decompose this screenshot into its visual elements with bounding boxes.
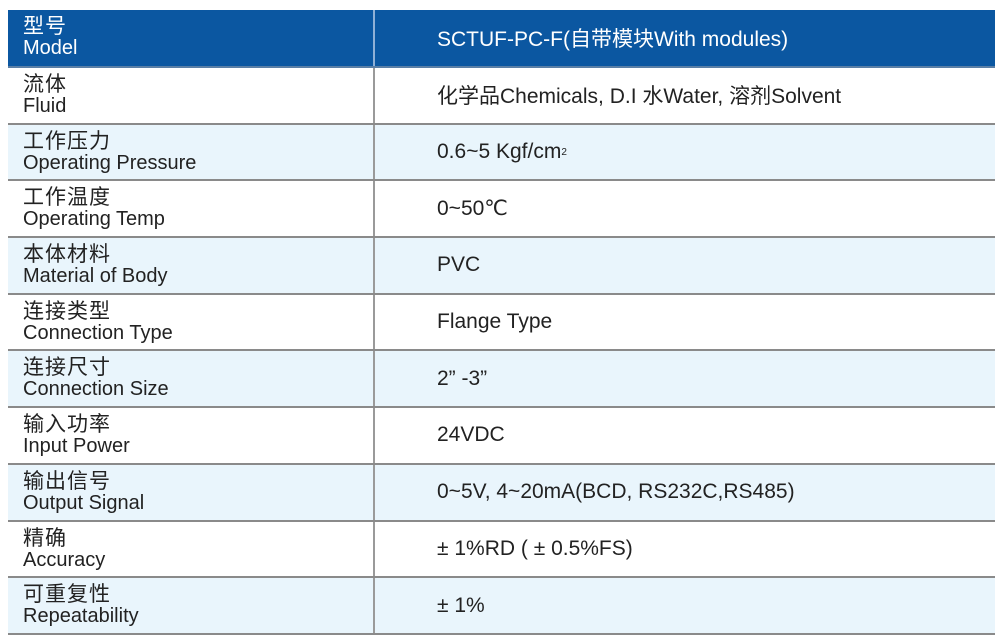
row-value: 2” -3” [375,351,995,406]
row-value: ± 1%RD ( ± 0.5%FS) [375,522,995,577]
value-text: 2” -3” [437,366,488,390]
label-en: Connection Size [23,378,169,401]
table-row: 连接类型 Connection Type Flange Type [8,294,995,352]
header-value: SCTUF-PC-F(自带模块With modules) [437,28,789,51]
table-row: 工作压力 Operating Pressure 0.6~5 Kgf/cm 2 [8,124,995,182]
label-cn: 连接尺寸 [23,356,111,380]
label-en: Output Signal [23,491,145,514]
label-en: Operating Pressure [23,151,197,174]
label-en: Input Power [23,435,130,458]
row-value: PVC [375,238,995,293]
label-cn: 流体 [23,73,67,96]
label-en: Accuracy [23,548,106,571]
row-value: 24VDC [375,408,995,463]
row-label: 可重复性 Repeatability [8,578,375,633]
label-cn: 工作温度 [23,186,111,210]
label-cn: 可重复性 [23,583,111,607]
label-en: Fluid [23,95,67,117]
row-value: ± 1% [375,578,995,633]
label-en: Model [23,37,78,59]
table-header-row: 型号 Model SCTUF-PC-F(自带模块With modules) [8,10,995,68]
value-text: 0~50℃ [437,197,508,221]
row-value: 0.6~5 Kgf/cm 2 [375,125,995,180]
table-row: 输出信号 Output Signal 0~5V, 4~20mA(BCD, RS2… [8,464,995,522]
row-label: 精确 Accuracy [8,521,375,577]
value-superscript: 2 [561,146,567,158]
label-en: Connection Type [23,321,173,344]
table-row: 本体材料 Material of Body PVC [8,238,995,295]
label-cn: 输入功率 [23,413,111,437]
value-text: 化学品Chemicals, D.I 水Water, 溶剂Solvent [437,85,842,109]
table-row: 精确 Accuracy ± 1%RD ( ± 0.5%FS) [8,521,995,579]
label-en: Operating Temp [23,208,165,231]
row-value: 0~5V, 4~20mA(BCD, RS232C,RS485) [375,465,995,520]
value-text: Flange Type [437,310,553,334]
label-cn: 本体材料 [23,243,111,267]
value-text: 0.6~5 Kgf/cm [437,140,562,164]
row-label: 本体材料 Material of Body [8,238,375,293]
label-cn: 工作压力 [23,129,111,153]
label-cn: 输出信号 [23,469,111,493]
row-label: 工作温度 Operating Temp [8,181,375,237]
table-row: 流体 Fluid 化学品Chemicals, D.I 水Water, 溶剂Sol… [8,68,995,125]
label-cn: 型号 [23,15,67,38]
value-text: 0~5V, 4~20mA(BCD, RS232C,RS485) [437,480,795,504]
row-label: 连接尺寸 Connection Size [8,351,375,407]
row-value: 0~50℃ [375,181,995,236]
table-row: 可重复性 Repeatability ± 1% [8,578,995,635]
label-en: Repeatability [23,605,139,628]
table-row: 输入功率 Input Power 24VDC [8,408,995,465]
row-label: 工作压力 Operating Pressure [8,124,375,180]
row-label: 连接类型 Connection Type [8,294,375,350]
spec-table: 型号 Model SCTUF-PC-F(自带模块With modules) 流体… [8,10,995,635]
label-cn: 连接类型 [23,299,111,323]
label-cn: 精确 [23,526,67,550]
row-value: 化学品Chemicals, D.I 水Water, 溶剂Solvent [375,68,995,123]
label-en: Material of Body [23,265,168,288]
value-text: 24VDC [437,423,505,447]
value-text: PVC [437,253,481,277]
table-row: 工作温度 Operating Temp 0~50℃ [8,181,995,239]
value-text: ± 1% [437,593,485,617]
row-label: 输出信号 Output Signal [8,464,375,520]
table-row: 连接尺寸 Connection Size 2” -3” [8,351,995,409]
value-text: ± 1%RD ( ± 0.5%FS) [437,536,633,560]
row-label: 输入功率 Input Power [8,408,375,463]
row-label: 流体 Fluid [8,68,375,123]
row-value: Flange Type [375,295,995,350]
header-label: 型号 Model [8,10,375,66]
